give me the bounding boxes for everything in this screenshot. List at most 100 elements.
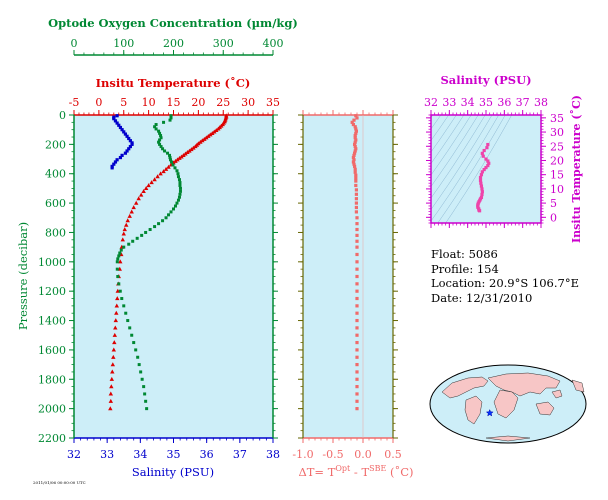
temperature-tick-label: 30 [241,96,255,109]
temperature-point [112,340,117,345]
salinity-point [115,158,119,162]
ts-contour-line [431,115,479,187]
oxygen-point [136,355,140,359]
pressure-tick-label: 1800 [38,373,66,386]
oxygen-point [130,333,134,337]
delta-point [355,333,359,337]
salinity-point [110,166,114,170]
ts-point [477,209,482,213]
delta-point [355,311,359,315]
oxygen-point [115,267,119,271]
ts-point [479,181,483,185]
delta-plot-background [303,115,393,438]
delta-point [354,173,358,177]
temperature-point [133,200,139,205]
pressure-tick-label: 0 [59,109,66,122]
oxygen-point [177,178,181,182]
delta-point [354,188,358,192]
ts-point [484,157,488,161]
delta-point [351,122,355,127]
oxygen-point [117,282,121,286]
ts-contour-line [431,0,541,37]
delta-point [353,140,357,144]
salinity-point [120,128,124,132]
ts-contour-line [431,115,465,164]
temperature-point [173,158,178,163]
oxygen-point [175,169,179,173]
salinity-point [120,153,124,157]
ts-salinity-tick-label: 33 [442,96,456,109]
pressure-tick-label: 600 [45,197,66,210]
delta-point [355,362,359,367]
oxygen-point [153,225,157,229]
oxygen-point [175,201,179,205]
oxygen-point [148,228,152,232]
salinity-point [128,139,132,143]
oxygen-point [154,127,158,131]
temperature-point [191,145,196,150]
temperature-axis-title: Insitu Temperature (˚C) [96,76,251,90]
delta-point [353,125,357,129]
oxygen-point [162,120,166,124]
delta-point [355,239,359,243]
pressure-axis-title: Pressure (decibar) [16,222,30,330]
oxygen-point [118,289,122,293]
ts-point [482,167,486,172]
oxygen-point [134,348,138,352]
oxygen-point [120,297,124,301]
oxygen-point [157,222,161,226]
temperature-tick-label: 35 [266,96,280,109]
delta-point [355,274,359,279]
delta-point [354,197,358,201]
ts-point [486,163,490,168]
delta-point [355,318,359,323]
temperature-point [114,310,119,315]
salinity-point [125,134,129,138]
temperature-point [212,129,217,134]
temperature-point [193,144,198,149]
ts-contour-line [431,115,472,176]
temperature-point [152,177,157,182]
delta-point [353,170,357,174]
oxygen-point [158,142,162,146]
oxygen-point [144,399,148,403]
salinity-point [113,160,118,164]
ts-temperature-tick-label: 35 [550,112,564,125]
salinity-tick-label: 32 [67,448,81,461]
oxygen-tick-label: 400 [263,37,284,50]
ts-contour-line [431,115,486,199]
delta-point [352,158,356,162]
oxygen-point [178,189,182,193]
salinity-point [115,121,119,125]
temperature-point [185,150,190,155]
temperature-point [124,222,129,227]
temperature-point [108,406,113,411]
ts-point [487,161,491,165]
oxygen-point [178,186,182,190]
salinity-point [127,136,131,141]
ts-contour-line [431,0,541,14]
ts-point [479,173,484,177]
profile-text: Profile: 154 [431,261,499,276]
temperature-point [163,166,169,171]
delta-point [352,162,356,166]
temperature-point [138,192,144,197]
float-info-panel: Float: 5086 Profile: 154 Location: 20.9°… [431,247,579,305]
ts-contour-line [431,0,541,106]
delta-point [355,304,359,308]
temperature-point [122,227,127,232]
pressure-tick-label: 400 [45,168,66,181]
delta-point [351,160,355,164]
delta-tick-label: 0.0 [354,448,372,461]
ts-point [480,190,484,194]
delta-point [353,149,357,153]
oxygen-point [171,163,175,167]
float-location-star-icon [485,408,494,417]
delta-point [354,176,358,180]
temperature-point [214,128,219,133]
oxygen-point [145,407,149,411]
delta-point [353,144,357,149]
temperature-point [136,196,141,201]
salinity-point [117,123,121,127]
